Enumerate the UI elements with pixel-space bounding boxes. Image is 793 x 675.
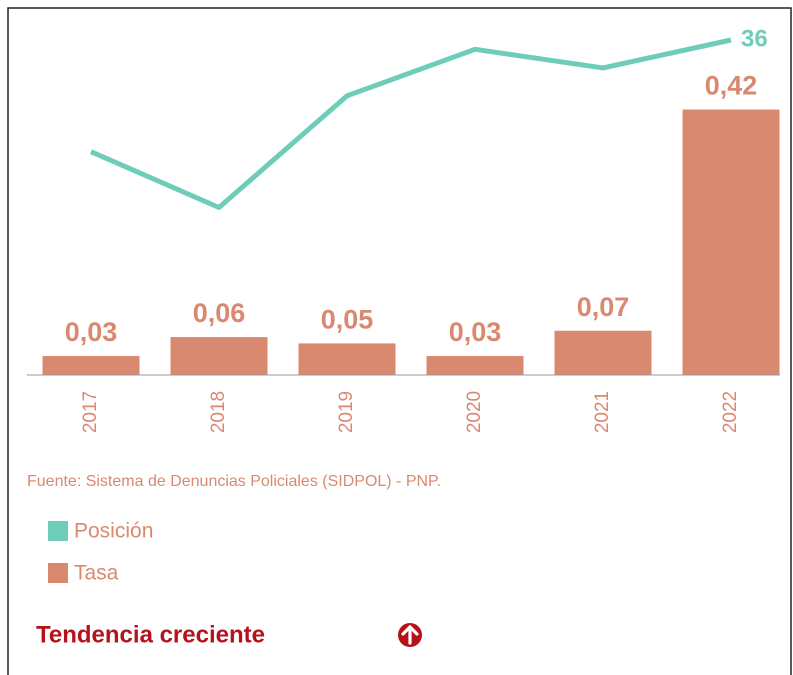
value-label: 0,05 [321,305,374,335]
value-label: 0,07 [577,292,630,322]
legend-swatch [48,563,68,583]
line [90,37,732,210]
legend-label: Tasa [74,562,119,585]
trend-label: Tendencia creciente [36,621,265,648]
x-tick-label: 2017 [80,391,101,433]
value-label: 0,06 [193,298,246,328]
bar [298,343,396,375]
bar [170,337,268,375]
x-tick-label: 2022 [720,391,741,433]
x-tick-label: 2020 [464,391,485,433]
x-tick-label: 2019 [336,391,357,433]
legend-label: Posición [74,520,153,543]
trend-icon [398,623,422,647]
end-label: 36 [741,25,768,52]
source: Fuente: Sistema de Denuncias Policiales … [27,473,441,490]
legend-swatch [48,521,68,541]
x-tick-label: 2018 [208,391,229,433]
frame [7,7,792,675]
bar [682,109,780,375]
x-tick-label: 2021 [592,391,613,433]
bar [426,356,524,375]
value-label: 0,03 [65,317,118,347]
value-label: 0,42 [705,71,758,101]
value-label: 0,03 [449,317,502,347]
bar [42,356,140,375]
bar [554,330,652,375]
